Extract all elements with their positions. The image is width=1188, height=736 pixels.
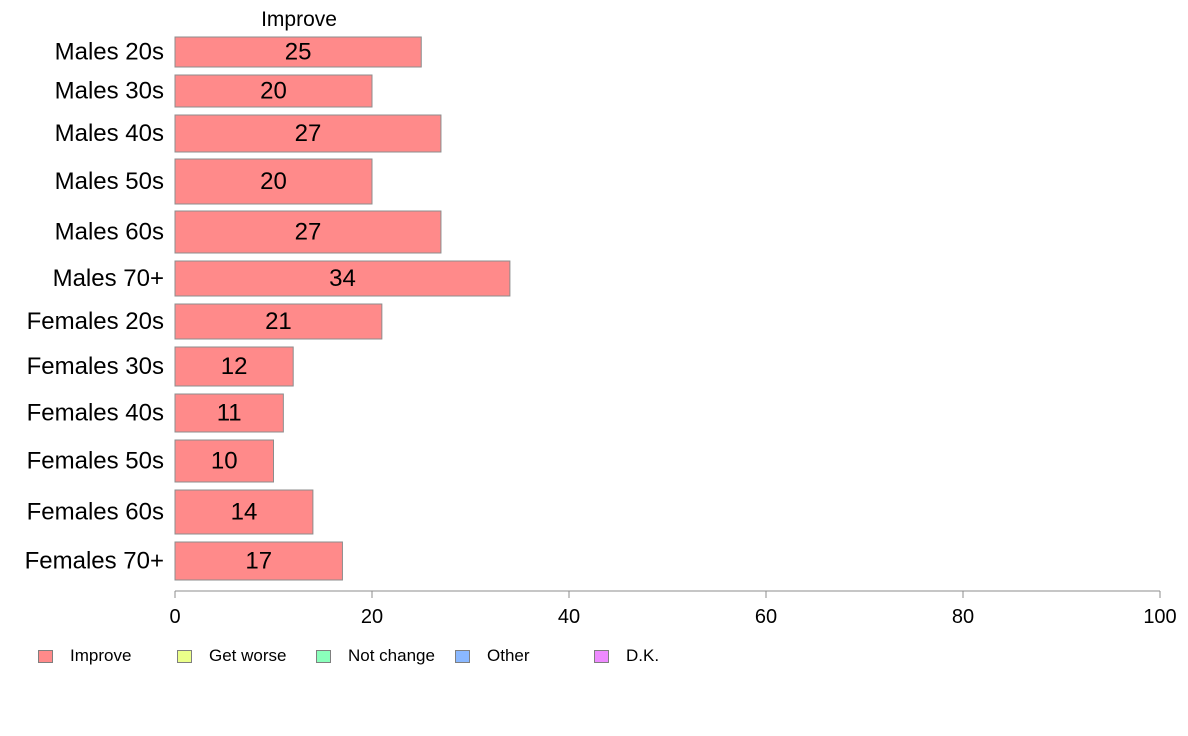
legend-swatch-not-change bbox=[316, 649, 331, 663]
x-tick-label: 60 bbox=[755, 606, 777, 628]
bar-males-60s bbox=[174, 210, 442, 254]
x-tick-label: 100 bbox=[1143, 606, 1176, 628]
bar-females-50s bbox=[174, 439, 274, 483]
value-label-males-70plus: 34 bbox=[329, 265, 356, 292]
value-label-males-30s: 20 bbox=[260, 77, 287, 104]
category-label-males-60s: Males 60s bbox=[55, 218, 164, 245]
x-tick-label: 0 bbox=[169, 606, 180, 628]
category-label-females-70plus: Females 70+ bbox=[25, 547, 164, 574]
category-label-males-20s: Males 20s bbox=[55, 38, 164, 65]
value-label-females-60s: 14 bbox=[231, 498, 258, 525]
x-axis: 0 20 40 60 80 100 bbox=[169, 590, 1177, 628]
value-label-males-40s: 27 bbox=[295, 120, 322, 147]
x-tick-label: 80 bbox=[952, 606, 974, 628]
series-title: Improve bbox=[261, 8, 337, 31]
legend-label-not-change: Not change bbox=[348, 646, 435, 665]
value-label-females-40s: 11 bbox=[217, 399, 242, 426]
category-label-females-50s: Females 50s bbox=[27, 447, 164, 474]
legend-swatch-other bbox=[455, 649, 470, 663]
legend-label-improve: Improve bbox=[70, 646, 132, 665]
bar-males-70plus bbox=[174, 260, 511, 297]
legend-item-other: Other bbox=[455, 645, 530, 667]
legend-item-not-change: Not change bbox=[316, 645, 435, 667]
bar-males-20s bbox=[174, 36, 422, 68]
legend-swatch-get-worse bbox=[177, 649, 192, 663]
legend-label-get-worse: Get worse bbox=[209, 646, 287, 665]
legend-swatch-improve bbox=[38, 649, 53, 663]
value-label-males-60s: 27 bbox=[295, 218, 322, 245]
x-tick-label: 20 bbox=[361, 606, 383, 628]
bar-females-40s bbox=[174, 393, 284, 433]
bar-females-20s bbox=[174, 303, 383, 340]
category-label-females-20s: Females 20s bbox=[27, 308, 164, 335]
legend-swatch-dk bbox=[594, 649, 609, 663]
bar-males-30s bbox=[174, 74, 373, 108]
bar-females-30s bbox=[174, 346, 294, 387]
bar-females-70plus bbox=[174, 541, 343, 581]
category-label-females-30s: Females 30s bbox=[27, 353, 164, 380]
legend-item-get-worse: Get worse bbox=[177, 645, 286, 667]
category-label-males-30s: Males 30s bbox=[55, 77, 164, 104]
x-tick-label: 40 bbox=[558, 606, 580, 628]
category-label-males-70plus: Males 70+ bbox=[53, 265, 164, 292]
value-label-males-50s: 20 bbox=[260, 168, 287, 195]
value-label-females-70plus: 17 bbox=[245, 547, 272, 574]
category-label-males-40s: Males 40s bbox=[55, 120, 164, 147]
bar-males-50s bbox=[174, 158, 373, 205]
legend-item-improve: Improve bbox=[38, 645, 131, 667]
legend-label-dk: D.K. bbox=[626, 646, 660, 665]
value-label-females-50s: 10 bbox=[211, 447, 238, 474]
value-label-females-30s: 12 bbox=[221, 353, 248, 380]
legend-item-dk: D.K. bbox=[594, 645, 659, 667]
value-label-males-20s: 25 bbox=[285, 38, 312, 65]
category-label-females-40s: Females 40s bbox=[27, 399, 164, 426]
legend-label-other: Other bbox=[487, 646, 530, 665]
category-label-males-50s: Males 50s bbox=[55, 168, 164, 195]
bar-females-60s bbox=[174, 489, 314, 535]
bar-males-40s bbox=[174, 114, 442, 153]
bars-layer: Males 20s 25 Males 30s 20 Males 40s 27 Males 5… bbox=[25, 36, 511, 581]
value-label-females-20s: 21 bbox=[265, 308, 292, 335]
category-label-females-60s: Females 60s bbox=[27, 498, 164, 525]
